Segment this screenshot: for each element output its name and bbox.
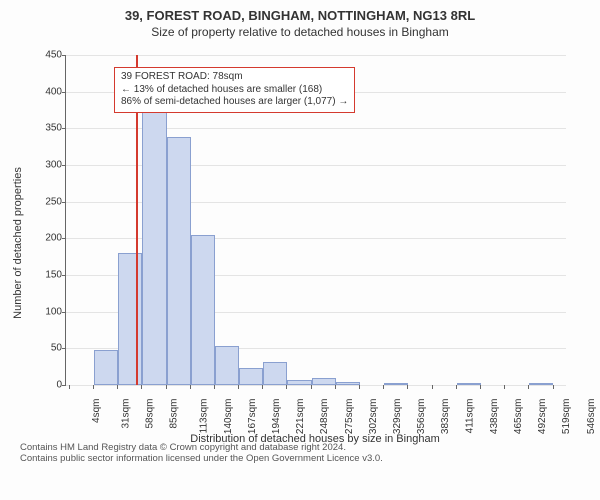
gridline — [66, 55, 566, 56]
x-tick-label: 492sqm — [537, 399, 548, 435]
histogram-bar — [142, 110, 167, 385]
histogram-bar — [167, 137, 191, 385]
y-tick-label: 200 — [20, 233, 62, 244]
x-tick-label: 302sqm — [368, 399, 379, 435]
x-tick-mark — [190, 385, 191, 389]
x-tick-label: 356sqm — [416, 399, 427, 435]
x-tick-label: 546sqm — [586, 399, 597, 435]
histogram-bar — [118, 253, 142, 385]
x-tick-mark — [262, 385, 263, 389]
x-tick-label: 438sqm — [489, 399, 500, 435]
histogram-bar — [384, 383, 408, 385]
x-tick-label: 194sqm — [271, 399, 282, 435]
y-tick-mark — [62, 165, 66, 166]
y-tick-label: 350 — [20, 123, 62, 134]
x-tick-label: 275sqm — [344, 399, 355, 435]
annotation-line: 86% of semi-detached houses are larger (… — [121, 96, 348, 109]
y-tick-mark — [62, 128, 66, 129]
y-tick-label: 50 — [20, 343, 62, 354]
x-tick-mark — [69, 385, 70, 389]
annotation-box: 39 FOREST ROAD: 78sqm← 13% of detached h… — [114, 67, 355, 113]
y-tick-mark — [62, 202, 66, 203]
histogram-bar — [94, 350, 118, 385]
chart-area: Number of detached properties 0501001502… — [20, 45, 580, 440]
histogram-bar — [191, 235, 215, 385]
x-tick-label: 113sqm — [198, 399, 209, 434]
histogram-bar — [263, 362, 287, 385]
x-tick-mark — [407, 385, 408, 389]
x-tick-mark — [93, 385, 94, 389]
x-tick-mark — [480, 385, 481, 389]
x-tick-mark — [141, 385, 142, 389]
x-tick-mark — [359, 385, 360, 389]
x-tick-label: 167sqm — [247, 399, 258, 435]
y-tick-mark — [62, 385, 66, 386]
annotation-line: ← 13% of detached houses are smaller (16… — [121, 84, 348, 97]
y-tick-mark — [62, 275, 66, 276]
histogram-bar — [215, 346, 239, 385]
y-tick-mark — [62, 92, 66, 93]
x-tick-mark — [504, 385, 505, 389]
x-tick-mark — [432, 385, 433, 389]
y-tick-mark — [62, 312, 66, 313]
page-title: 39, FOREST ROAD, BINGHAM, NOTTINGHAM, NG… — [0, 0, 600, 23]
x-tick-mark — [335, 385, 336, 389]
x-tick-mark — [553, 385, 554, 389]
plot-area: 39 FOREST ROAD: 78sqm← 13% of detached h… — [65, 55, 566, 386]
x-tick-mark — [311, 385, 312, 389]
x-tick-label: 519sqm — [561, 399, 572, 435]
x-tick-mark — [166, 385, 167, 389]
y-tick-label: 400 — [20, 86, 62, 97]
y-tick-label: 450 — [20, 50, 62, 61]
page-subtitle: Size of property relative to detached ho… — [0, 23, 600, 39]
y-tick-label: 150 — [20, 270, 62, 281]
y-tick-mark — [62, 238, 66, 239]
x-tick-mark — [286, 385, 287, 389]
x-tick-label: 140sqm — [223, 399, 234, 435]
histogram-bar — [312, 378, 336, 385]
y-tick-label: 0 — [20, 380, 62, 391]
y-tick-mark — [62, 348, 66, 349]
x-tick-label: 248sqm — [320, 399, 331, 435]
x-tick-mark — [117, 385, 118, 389]
x-tick-mark — [214, 385, 215, 389]
x-tick-label: 383sqm — [440, 399, 451, 435]
x-tick-mark — [383, 385, 384, 389]
histogram-bar — [287, 380, 311, 385]
x-tick-mark — [528, 385, 529, 389]
x-tick-label: 31sqm — [120, 399, 131, 429]
annotation-line: 39 FOREST ROAD: 78sqm — [121, 71, 348, 84]
x-tick-mark — [456, 385, 457, 389]
x-tick-label: 85sqm — [168, 399, 179, 429]
y-tick-mark — [62, 55, 66, 56]
y-tick-label: 300 — [20, 160, 62, 171]
y-tick-label: 250 — [20, 196, 62, 207]
x-tick-label: 221sqm — [295, 399, 306, 435]
histogram-bar — [239, 368, 263, 385]
x-tick-label: 411sqm — [464, 399, 475, 434]
histogram-bar — [529, 383, 553, 385]
x-tick-label: 465sqm — [513, 399, 524, 435]
x-axis-label: Distribution of detached houses by size … — [65, 433, 565, 445]
y-tick-label: 100 — [20, 306, 62, 317]
histogram-bar — [336, 382, 360, 385]
x-tick-mark — [238, 385, 239, 389]
histogram-bar — [457, 383, 481, 385]
x-tick-label: 4sqm — [91, 399, 102, 423]
footer-line-2: Contains public sector information licen… — [20, 453, 580, 464]
x-tick-label: 329sqm — [392, 399, 403, 435]
x-tick-label: 58sqm — [144, 399, 155, 429]
